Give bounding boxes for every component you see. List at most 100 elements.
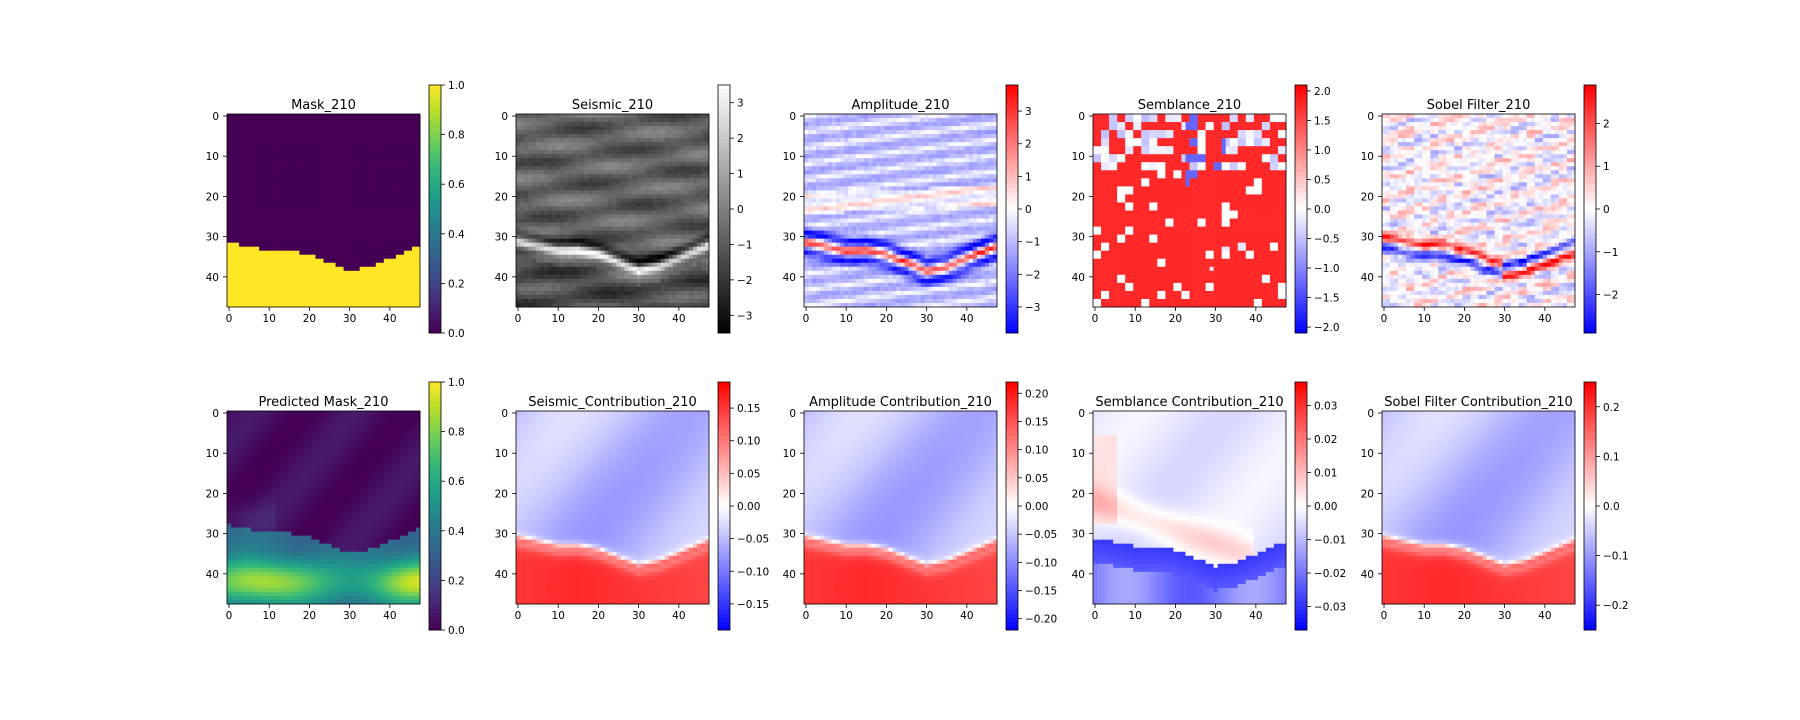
heatmap-cell xyxy=(600,226,605,231)
heatmap-cell xyxy=(704,230,710,235)
heatmap-cell xyxy=(331,150,336,155)
heatmap-cell xyxy=(684,270,690,276)
heatmap-cell xyxy=(243,270,248,276)
heatmap-cell xyxy=(568,114,573,119)
heatmap-cell xyxy=(560,246,565,252)
heatmap-cell xyxy=(299,258,304,264)
heatmap-cell xyxy=(359,278,365,284)
heatmap-cell xyxy=(976,114,982,119)
heatmap-cell xyxy=(339,278,344,284)
heatmap-cell xyxy=(383,266,389,272)
heatmap-cell xyxy=(584,246,589,252)
heatmap-cell xyxy=(363,162,369,167)
heatmap-cell xyxy=(363,266,369,272)
heatmap-cell xyxy=(576,166,581,171)
heatmap-cell xyxy=(315,166,320,171)
heatmap-cell xyxy=(572,166,577,171)
heatmap-cell xyxy=(552,142,557,147)
heatmap-cell xyxy=(263,202,268,207)
heatmap-cell xyxy=(243,114,248,119)
heatmap-cell xyxy=(403,214,409,219)
heatmap-cell xyxy=(536,182,541,187)
heatmap-cell xyxy=(616,166,621,171)
heatmap-cell xyxy=(568,262,573,268)
heatmap-cell xyxy=(291,258,296,264)
heatmap-cell xyxy=(528,230,533,235)
heatmap-cell xyxy=(540,174,545,179)
heatmap-cell xyxy=(375,214,381,219)
heatmap-cell xyxy=(351,258,357,264)
heatmap-cell xyxy=(339,290,344,296)
heatmap-cell xyxy=(363,150,369,155)
heatmap-cell xyxy=(355,262,361,268)
heatmap-cell xyxy=(267,186,272,191)
heatmap-cell xyxy=(415,126,421,131)
heatmap-cell xyxy=(251,174,256,179)
heatmap-cell xyxy=(584,138,589,143)
heatmap-cell xyxy=(628,242,633,248)
heatmap-cell xyxy=(395,178,401,183)
heatmap-cell xyxy=(652,122,658,127)
heatmap-cell xyxy=(395,126,401,131)
heatmap-cell xyxy=(976,126,982,131)
heatmap-cell xyxy=(672,222,678,227)
heatmap-cell xyxy=(391,186,397,191)
heatmap-cell xyxy=(339,114,344,119)
heatmap-cell xyxy=(700,118,706,123)
heatmap-cell xyxy=(556,114,561,119)
heatmap-cell xyxy=(872,114,877,119)
heatmap-cell xyxy=(640,286,646,292)
heatmap-cell xyxy=(375,210,381,215)
heatmap-cell xyxy=(696,294,702,300)
heatmap-cell xyxy=(616,122,621,127)
heatmap-cell xyxy=(520,238,525,244)
heatmap-cell xyxy=(375,162,381,167)
heatmap-cell xyxy=(676,262,682,268)
heatmap-cell xyxy=(524,134,529,139)
heatmap-cell xyxy=(688,222,694,227)
heatmap-cell xyxy=(624,198,629,203)
heatmap-cell xyxy=(820,118,825,123)
heatmap-cell xyxy=(880,126,885,131)
heatmap-cell xyxy=(351,150,357,155)
heatmap-cell xyxy=(520,178,525,183)
heatmap-cell xyxy=(243,126,248,131)
heatmap-cell xyxy=(343,254,348,260)
heatmap-cell xyxy=(628,262,633,268)
heatmap-cell xyxy=(576,286,581,292)
heatmap-cell xyxy=(263,158,268,163)
heatmap-cell xyxy=(339,226,344,231)
heatmap-cell xyxy=(255,126,260,131)
heatmap-cell xyxy=(407,146,413,151)
heatmap-cell xyxy=(640,186,646,191)
heatmap-cell xyxy=(303,214,308,219)
colorbar: 0.00.20.40.60.81.0 xyxy=(428,80,465,340)
heatmap-cell xyxy=(672,258,678,264)
heatmap-cell xyxy=(548,142,553,147)
heatmap-cell xyxy=(391,234,397,239)
heatmap-cell xyxy=(588,158,593,163)
heatmap-cell xyxy=(612,238,617,244)
heatmap-cell xyxy=(560,178,565,183)
heatmap-cell xyxy=(608,122,613,127)
heatmap-cell xyxy=(604,146,609,151)
heatmap-cell xyxy=(684,294,690,300)
heatmap-cell xyxy=(576,274,581,280)
heatmap-cell xyxy=(307,250,312,256)
heatmap-cell xyxy=(684,154,690,159)
heatmap-cell xyxy=(664,266,670,272)
heatmap-cell xyxy=(379,294,385,300)
heatmap-cell xyxy=(576,206,581,211)
heatmap-cell xyxy=(548,210,553,215)
heatmap-cell xyxy=(668,218,674,223)
heatmap-cell xyxy=(628,166,633,171)
heatmap-cell xyxy=(351,282,357,288)
heatmap-cell xyxy=(359,154,365,159)
heatmap-cell xyxy=(415,246,421,252)
heatmap-cell xyxy=(239,258,244,264)
heatmap-cell xyxy=(816,114,821,119)
heatmap-cell xyxy=(592,126,597,131)
heatmap-cell xyxy=(259,302,264,308)
heatmap-cell xyxy=(239,238,244,244)
heatmap-cell xyxy=(399,262,405,268)
